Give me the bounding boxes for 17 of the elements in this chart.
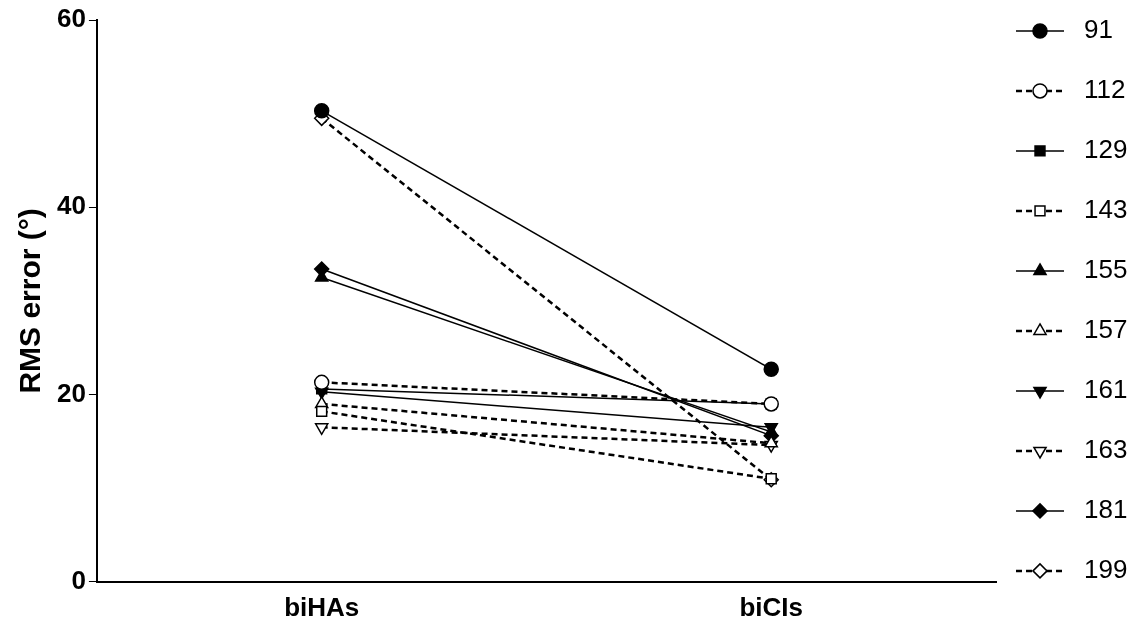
y-tick-label: 20 xyxy=(57,377,86,408)
legend-label: 143 xyxy=(1084,194,1128,225)
y-tick-label: 60 xyxy=(57,3,86,34)
x-tick-label: biHAs xyxy=(284,591,360,622)
legend-label: 161 xyxy=(1084,374,1128,405)
legend-label: 129 xyxy=(1084,134,1128,165)
legend-label: 91 xyxy=(1084,14,1113,45)
legend-label: 181 xyxy=(1084,494,1128,525)
legend-label: 199 xyxy=(1084,554,1128,585)
legend-label: 157 xyxy=(1084,314,1128,345)
legend-label: 163 xyxy=(1084,434,1128,465)
x-tick-label: biCIs xyxy=(739,591,804,622)
y-axis-title: RMS error (°) xyxy=(13,208,47,394)
legend-label: 112 xyxy=(1084,74,1126,105)
legend-label: 155 xyxy=(1084,254,1128,285)
y-tick-label: 0 xyxy=(71,564,86,595)
y-tick-label: 40 xyxy=(57,190,86,221)
